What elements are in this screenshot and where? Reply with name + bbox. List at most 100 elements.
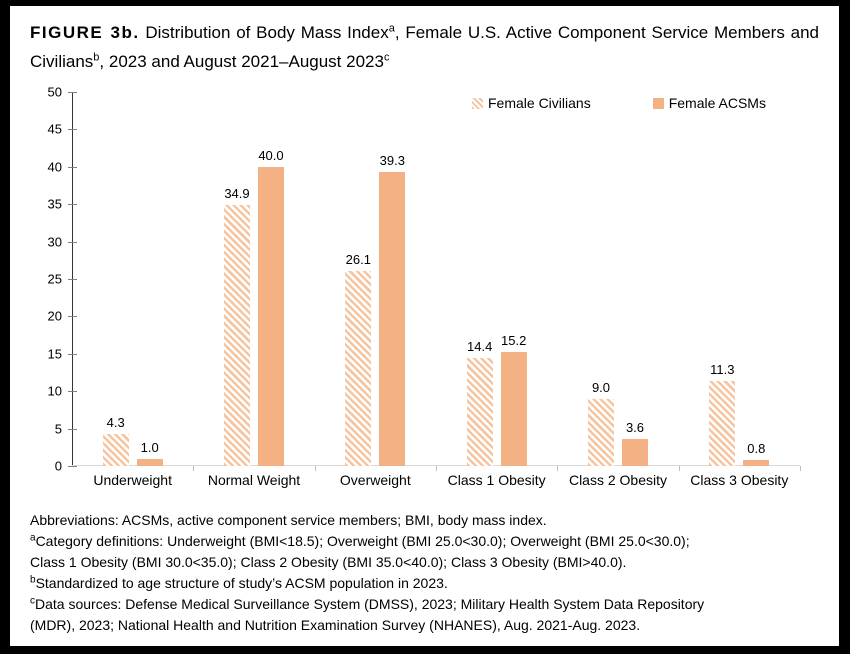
x-axis-tick [800,466,801,471]
footnote-text: Category definitions: Underweight (BMI<1… [35,533,690,549]
y-axis-tick-label: 35 [47,196,62,212]
footnote-line-3: Class 1 Obesity (BMI 30.0<35.0); Class 2… [30,552,819,573]
bar-value-label: 9.0 [591,379,611,395]
x-axis-tick [678,466,680,471]
x-category-label-underweight: Underweight [93,472,172,488]
y-axis-tick [68,316,77,318]
bar-wrap: 9.0 [587,92,614,466]
bar-group-class-2-obesity: 9.0 3.6 [557,92,678,466]
title-text: , Female U.S. Active Component Service M… [30,23,819,71]
bar-group-class-3-obesity: 11.3 0.8 [679,92,800,466]
bar-wrap: 11.3 [709,92,736,466]
bar-wrap: 26.1 [345,92,372,466]
bar-wrap: 14.4 [466,92,493,466]
bar-wrap: 4.3 [102,92,129,466]
bar-value-label: 1.0 [140,439,159,455]
footnote-text: (MDR), 2023; National Health and Nutriti… [30,617,641,633]
bar-female-civilians-class-1-obesity [466,358,493,466]
x-category-label-class-2-obesity: Class 2 Obesity [568,472,667,488]
bar-value-label: 4.3 [106,414,125,430]
footnote-line-1: Abbreviations: ACSMs, active component s… [30,510,819,531]
title-superscript: c [383,51,390,64]
title-text: FIGURE 3b. [30,23,140,42]
y-axis-tick [68,92,77,93]
footnote-line-4: bStandardized to age structure of study’… [30,573,819,594]
bar-value-label: 34.9 [224,185,250,201]
bar-value-label: 15.2 [501,333,527,349]
bar-wrap: 3.6 [621,92,648,466]
y-axis-tick-label: 20 [47,308,62,324]
bar-value-label: 26.1 [345,251,371,267]
plot-area: Female Civilians Female ACSMs 0 5 10 15 20 25 3… [48,85,801,474]
bar-wrap: 1.0 [136,92,163,466]
y-axis-tick [68,204,77,206]
solid-swatch-icon [652,97,664,109]
bar-value-label: 39.3 [379,153,405,169]
bar-group-underweight: 4.3 1.0 [72,92,193,466]
chart-legend: Female Civilians Female ACSMs [472,95,766,111]
y-axis-tick-label: 25 [47,271,62,287]
y-axis-tick-label: 5 [54,421,62,437]
bar-female-acsms-class-1-obesity [500,352,527,466]
footnote-line-6: (MDR), 2023; National Health and Nutriti… [30,615,819,636]
footnote-superscript: a [30,532,36,544]
bar-female-acsms-normal-weight [257,166,284,466]
title-superscript: b [93,51,100,64]
y-axis-tick-label: 40 [47,159,62,175]
footnote-text: Abbreviations: ACSMs, active component s… [30,512,547,528]
y-axis-tick [68,241,77,243]
y-axis-tick [68,466,77,467]
y-axis-tick-label: 15 [47,346,62,362]
x-axis-category-labels: Underweight Normal Weight Overweight Class … [72,472,800,488]
bar-wrap: 39.3 [379,92,406,466]
bar-group-overweight: 26.1 39.3 [315,92,436,466]
y-axis-tick-label: 10 [47,383,62,399]
footnote-superscript: b [30,574,36,586]
bar-female-acsms-class-2-obesity [621,439,648,466]
x-axis-tick [193,466,195,471]
bar-female-civilians-class-2-obesity [587,398,614,466]
x-category-label-overweight: Overweight [339,472,411,488]
x-category-label-normal-weight: Normal Weight [207,472,301,488]
bar-wrap: 40.0 [257,92,284,466]
footnote-text: Class 1 Obesity (BMI 30.0<35.0); Class 2… [30,554,627,570]
footnote-text: Data sources: Defense Medical Surveillan… [35,596,705,612]
footnotes: Abbreviations: ACSMs, active component s… [30,510,819,636]
footnote-text: Standardized to age structure of study’s… [35,575,448,591]
x-axis-tick [436,466,437,471]
bar-female-acsms-underweight [136,458,163,466]
bar-female-civilians-underweight [102,433,129,466]
bar-group-class-1-obesity: 14.4 15.2 [436,92,557,466]
y-axis-tick [68,166,77,168]
y-axis-tick [68,129,77,131]
y-axis-tick [68,391,77,393]
x-axis-tick [314,466,316,471]
x-category-label-class-3-obesity: Class 3 Obesity [690,472,789,488]
title-text: Distribution of Body Mass Index [139,23,389,42]
y-axis-tick-label: 50 [47,84,62,100]
bmi-bar-chart: Female Civilians Female ACSMs 0 5 10 15 20 25 3… [48,85,801,474]
bar-female-civilians-normal-weight [223,204,250,466]
bar-value-label: 0.8 [747,441,766,457]
y-axis-tick-label: 30 [47,234,62,250]
y-axis-tick [68,428,77,430]
bar-group-normal-weight: 34.9 40.0 [193,92,314,466]
title-text: , 2023 and August 2021–August 2023 [99,52,384,71]
footnote-line-5: cData sources: Defense Medical Surveilla… [30,594,819,615]
x-axis-tick [557,466,559,471]
y-axis-tick [68,279,77,280]
x-category-label-class-1-obesity: Class 1 Obesity [447,472,546,488]
footnote-line-2: aCategory definitions: Underweight (BMI<… [30,531,819,552]
legend-label: Female ACSMs [668,95,766,111]
bar-female-acsms-class-3-obesity [743,460,770,466]
title-superscript: a [388,22,395,35]
bar-value-label: 14.4 [467,339,493,355]
bar-value-label: 11.3 [710,362,735,378]
legend-item-female-civilians: Female Civilians [472,95,591,111]
bar-value-label: 40.0 [258,147,284,163]
footnote-superscript: c [30,595,35,607]
bar-female-acsms-overweight [379,172,406,466]
legend-item-female-acsms: Female ACSMs [652,95,766,111]
y-axis-tick-label: 0 [54,458,62,474]
